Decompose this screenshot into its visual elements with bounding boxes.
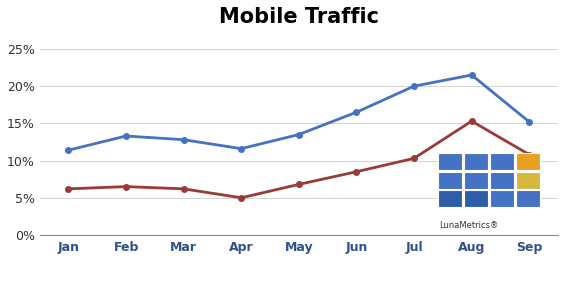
Text: LunaMetrics®: LunaMetrics® bbox=[440, 221, 499, 230]
Title: Mobile Traffic: Mobile Traffic bbox=[219, 7, 379, 27]
